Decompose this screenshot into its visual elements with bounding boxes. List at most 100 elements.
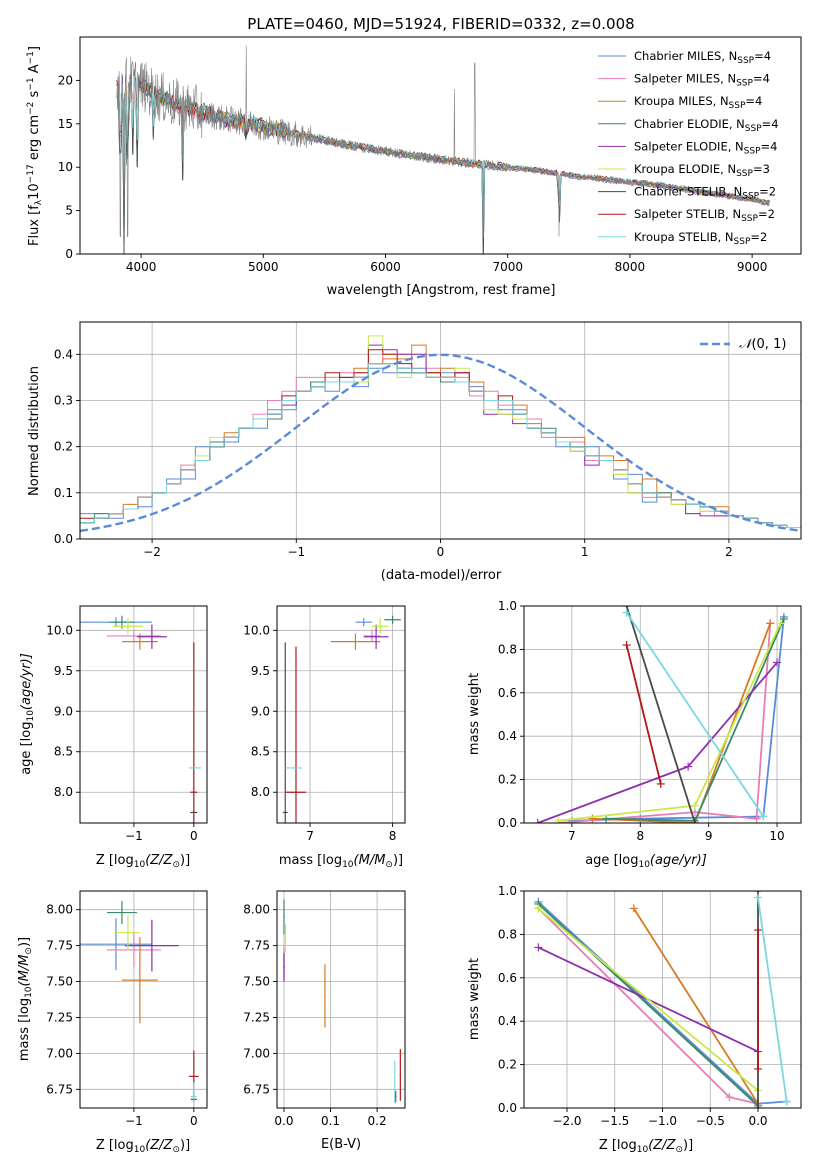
y-tick-label: 8.5 <box>54 745 73 759</box>
point-kroupa_stelib <box>393 1081 396 1083</box>
point-chabrier_miles <box>362 621 365 623</box>
point-salpeter_elodie <box>283 966 285 968</box>
weight-line-chabrier_miles <box>571 616 785 822</box>
point-kroupa_elodie <box>379 625 382 628</box>
x-tick-label: 1 <box>581 545 589 559</box>
weight-marker-kroupa_stelib <box>759 812 768 821</box>
age-vs-Z-plot-area: −1 0 8.0 8.5 9.0 9.5 10.0 <box>46 605 208 843</box>
y-tick-label: 0.4 <box>498 1014 517 1028</box>
legend-entry-salpeter_miles: Salpeter MILES, NSSP=4 <box>634 72 770 89</box>
point-salpeter_miles <box>133 635 135 637</box>
weight-marker-salpeter_stelib <box>656 779 665 788</box>
x-tick-label: 0.2 <box>368 1114 387 1128</box>
point-kroupa_miles <box>354 640 357 643</box>
age-vs-Z-xlabel: Z [log10(Z/Z⊙)] <box>96 853 190 870</box>
y-tick-label: 6.75 <box>243 1082 270 1096</box>
weight-line-salpeter_stelib <box>625 644 662 785</box>
axes-frame <box>276 890 406 1109</box>
point-kroupa_elodie <box>127 625 129 628</box>
y-tick-label: 0.8 <box>498 642 517 656</box>
weight-marker-kroupa_elodie <box>776 619 785 628</box>
x-tick-label: 8 <box>636 829 644 843</box>
age-vs-Z-panel: −1 0 8.0 8.5 9.0 9.5 10.0 Z [log10(Z/Z⊙)] age … <box>19 605 208 870</box>
y-tick-label: 0.6 <box>498 686 517 700</box>
x-tick-label: 0.0 <box>274 1114 293 1128</box>
plot-content <box>283 899 402 1104</box>
weight-marker-kroupa_miles <box>766 619 775 628</box>
weight-marker-chabrier_elodie <box>779 615 788 624</box>
y-tick-label: 8.00 <box>46 903 73 917</box>
y-tick-label: 0.2 <box>498 773 517 787</box>
gaussian-reference-curve <box>80 353 801 533</box>
massweight-vs-age-ylabel: mass weight <box>467 673 482 755</box>
legend-entry-kroupa_elodie: Kroupa ELODIE, NSSP=3 <box>634 162 770 179</box>
point-salpeter_elodie <box>151 944 153 947</box>
legend-entry-salpeter_elodie: Salpeter ELODIE, NSSP=4 <box>634 139 777 156</box>
y-tick-label: 0.4 <box>54 347 73 361</box>
point-chabrier_elodie <box>391 618 394 621</box>
y-tick-label: 0.6 <box>498 971 517 985</box>
gaussian-legend-label: 𝒩(0, 1) <box>739 337 786 352</box>
massweight-vs-age-panel: 7 8 9 10 0.0 0.2 0.4 0.6 0.8 1.0 age [log10(age/y… <box>467 599 802 870</box>
point-kroupa_stelib <box>193 1095 195 1098</box>
point-chabrier_stelib <box>284 811 287 814</box>
point-salpeter_stelib <box>193 791 195 794</box>
weight-marker-kroupa_miles <box>588 814 597 823</box>
weight-marker-kroupa_elodie <box>690 801 699 810</box>
weight-marker-kroupa_elodie <box>554 816 563 823</box>
weight-marker-salpeter_stelib <box>754 1064 763 1073</box>
x-tick-label: −1 <box>287 545 305 559</box>
spectrum-title: PLATE=0460, MJD=51924, FIBERID=0332, z=0… <box>247 15 634 33</box>
weight-marker-kroupa_miles <box>629 904 638 913</box>
weight-line-kroupa_miles <box>633 907 759 1105</box>
y-tick-label: 0.0 <box>498 816 517 830</box>
weight-marker-salpeter_stelib <box>754 926 763 935</box>
massweight-vs-Z-xlabel: Z [log10(Z/Z⊙)] <box>599 1138 693 1155</box>
y-tick-label: 5 <box>65 204 73 218</box>
x-tick-label: −2.0 <box>552 1114 581 1128</box>
x-tick-label: 8 <box>389 829 397 843</box>
plot-content <box>80 335 801 539</box>
mass-vs-ebv-plot-area: 0.0 0.1 0.2 6.75 7.00 7.25 7.50 7.75 8.00 <box>243 890 406 1128</box>
histogram-panel: −2 −1 0 1 2 0.0 0.1 0.2 0.3 0.4 𝒩(0, 1) (data-mode… <box>27 321 802 583</box>
y-tick-label: 0.1 <box>54 486 73 500</box>
y-tick-label: 0.8 <box>498 927 517 941</box>
plot-content <box>116 45 771 254</box>
weight-marker-salpeter_elodie <box>773 658 782 667</box>
weight-marker-salpeter_elodie <box>533 819 542 823</box>
x-tick-label: 8000 <box>615 260 646 274</box>
x-tick-label: −1 <box>125 829 143 843</box>
y-tick-label: 7.00 <box>46 1046 73 1060</box>
x-tick-label: 7 <box>568 829 576 843</box>
weight-line-kroupa_stelib <box>757 897 788 1102</box>
y-tick-label: 1.0 <box>498 599 517 613</box>
x-tick-label: 9 <box>705 829 713 843</box>
y-tick-label: 1.0 <box>498 884 517 898</box>
axes-frame <box>523 605 802 824</box>
weight-marker-kroupa_elodie <box>534 904 543 913</box>
y-tick-label: 7.50 <box>46 975 73 989</box>
x-tick-label: −2 <box>143 545 161 559</box>
mass-vs-Z-panel: −1 0 6.75 7.00 7.25 7.50 7.75 8.00 Z [log10(Z/Z… <box>17 890 208 1155</box>
x-tick-label: 6000 <box>370 260 401 274</box>
x-tick-label: −1 <box>125 1114 143 1128</box>
point-kroupa_miles <box>139 640 141 643</box>
massweight-vs-Z-panel: −2.0 −1.5 −1.0 −0.5 0.0 0.0 0.2 0.4 0.6 0.8 1.0 Z … <box>467 884 802 1155</box>
x-tick-label: 7000 <box>492 260 523 274</box>
point-kroupa_stelib <box>292 767 295 769</box>
y-tick-label: 8.5 <box>251 745 270 759</box>
legend-entry-chabrier_miles: Chabrier MILES, NSSP=4 <box>634 49 771 66</box>
weight-line-kroupa_miles <box>592 623 772 823</box>
massweight-vs-age-plot-area: 7 8 9 10 0.0 0.2 0.4 0.6 0.8 1.0 <box>498 599 802 843</box>
point-chabrier_elodie <box>121 621 123 623</box>
point-salpeter_elodie <box>375 635 377 638</box>
spectrum-legend: Chabrier MILES, NSSP=4 Salpeter MILES, NS… <box>598 49 779 247</box>
legend-entry-chabrier_stelib: Chabrier STELIB, NSSP=2 <box>634 185 776 202</box>
mass-vs-ebv-xlabel: E(B-V) <box>321 1137 361 1152</box>
mass-vs-Z-plot-area: −1 0 6.75 7.00 7.25 7.50 7.75 8.00 <box>46 890 208 1128</box>
histogram-xlabel: (data-model)/error <box>381 568 502 583</box>
y-tick-label: 8.00 <box>243 903 270 917</box>
x-tick-label: 0.0 <box>748 1114 767 1128</box>
spectrum-plot-area: 4000 5000 6000 7000 8000 9000 0 5 10 15 20 <box>58 36 802 274</box>
point-chabrier_elodie <box>121 911 123 914</box>
